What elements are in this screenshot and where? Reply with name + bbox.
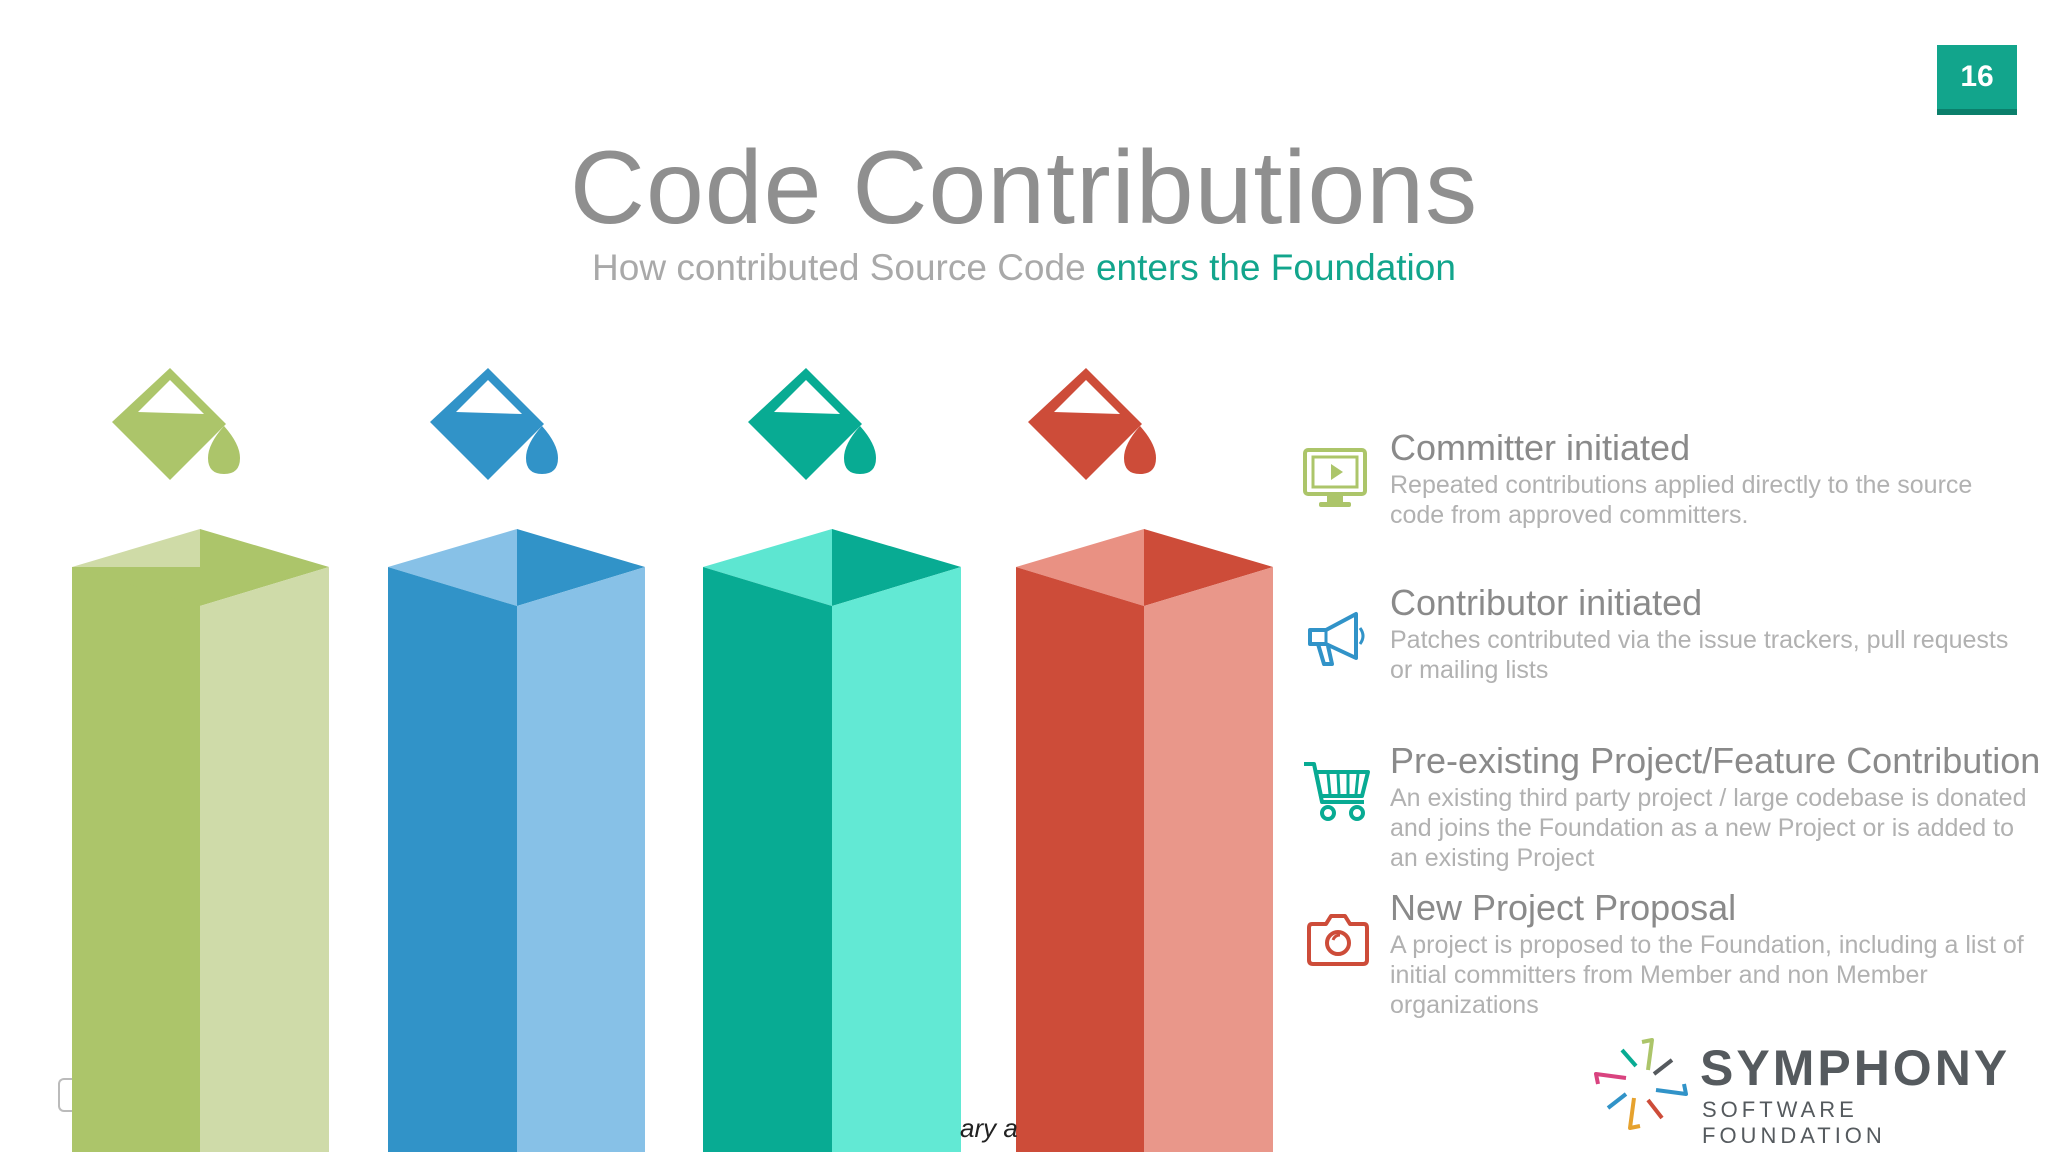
item-contributor-initiated: Contributor initiated Patches contribute… bbox=[1390, 583, 2040, 685]
item-title: Contributor initiated bbox=[1390, 582, 1703, 623]
slide-title: Code Contributions bbox=[569, 130, 1479, 246]
subtitle-prefix: How contributed Source Code bbox=[592, 247, 1086, 288]
item-description: Patches contributed via the issue tracke… bbox=[1390, 626, 2009, 684]
item-description: Repeated contributions applied directly … bbox=[1390, 471, 1973, 529]
logo-wordmark: SYMPHONY bbox=[1700, 1040, 2011, 1096]
column-green bbox=[72, 529, 329, 1152]
megaphone-icon bbox=[1308, 612, 1365, 666]
item-description: A project is proposed to the Foundation,… bbox=[1390, 931, 2024, 1019]
paint-bucket-icon bbox=[1028, 368, 1156, 480]
subtitle-accent: enters the Foundation bbox=[1095, 247, 1456, 288]
column-red bbox=[1016, 529, 1273, 1152]
monitor-play-icon bbox=[1303, 448, 1367, 507]
page-number-badge: 16 bbox=[1937, 45, 2017, 115]
item-title: Committer initiated bbox=[1390, 427, 1691, 468]
item-title: New Project Proposal bbox=[1390, 887, 1737, 928]
item-new-project-proposal: New Project Proposal A project is propos… bbox=[1390, 888, 2040, 1020]
shopping-cart-icon bbox=[1304, 762, 1370, 821]
slide-subtitle: How contributed Source Code enters the F… bbox=[0, 246, 2048, 290]
paint-bucket-icon bbox=[430, 368, 558, 480]
column-blue bbox=[388, 529, 645, 1152]
footer-edge-box bbox=[58, 1078, 72, 1112]
camera-icon bbox=[1307, 914, 1369, 966]
paint-bucket-icon bbox=[748, 368, 876, 480]
item-committer-initiated: Committer initiated Repeated contributio… bbox=[1390, 428, 2040, 530]
column-teal bbox=[703, 529, 961, 1152]
footer-text-fragment: ary a bbox=[960, 1113, 1018, 1143]
item-pre-existing-project: Pre-existing Project/Feature Contributio… bbox=[1390, 741, 2040, 873]
item-description: An existing third party project / large … bbox=[1390, 784, 2027, 872]
paint-bucket-icon bbox=[112, 368, 240, 480]
item-title: Pre-existing Project/Feature Contributio… bbox=[1390, 740, 2041, 781]
symphony-logo-icon bbox=[1594, 1038, 1688, 1130]
logo-tagline: SOFTWARE FOUNDATION bbox=[1702, 1097, 1886, 1148]
